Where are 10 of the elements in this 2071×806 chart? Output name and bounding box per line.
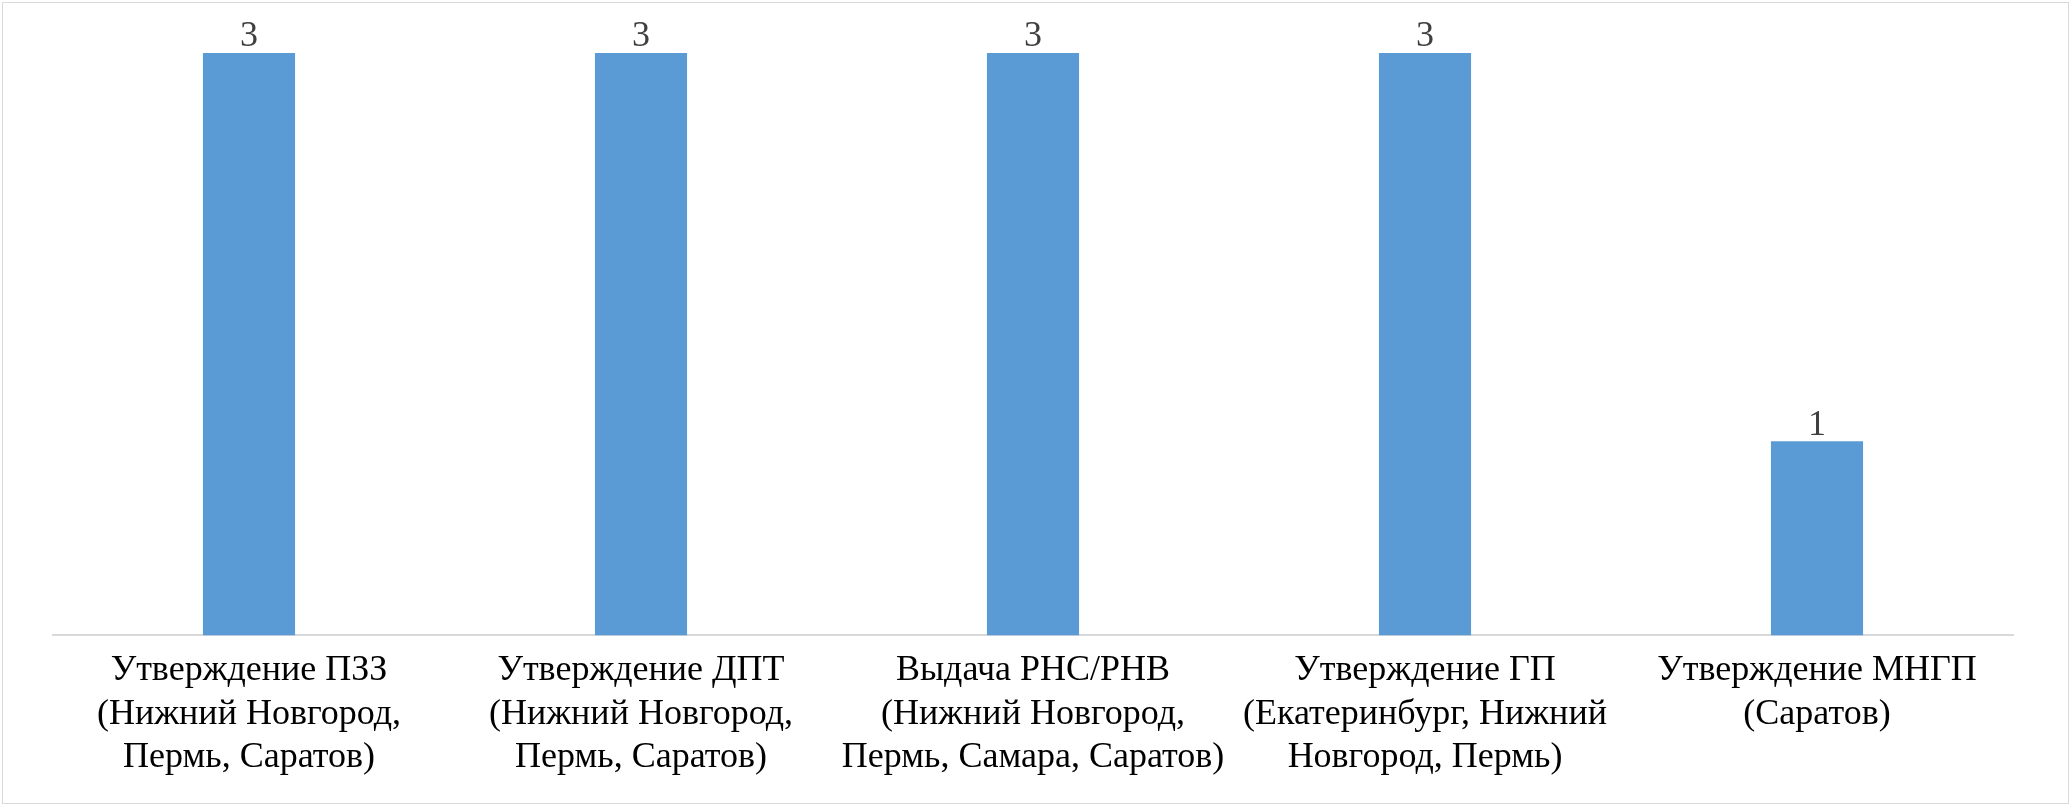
x-tick-label: Утверждение ГП (Екатеринбург, Нижний Новгород, Пермь) [1243,648,1607,775]
data-label: 3 [1416,14,1434,55]
data-label: 1 [1808,402,1826,443]
x-tick-label: Утверждение МНГП (Саратов) [1657,648,1977,732]
x-tick-label: Утверждение ПЗЗ (Нижний Новгород, Пермь, Саратов) [96,648,402,775]
data-label: 3 [632,14,650,55]
x-tick-label: Выдача РНС/РНВ (Нижний Новгород, Пермь, Самара, Саратов) [841,648,1225,775]
data-label: 3 [1024,14,1042,55]
data-label: 3 [240,14,258,55]
x-tick-label: Утверждение ДПТ (Нижний Новгород, Пермь, Саратов) [488,648,794,775]
